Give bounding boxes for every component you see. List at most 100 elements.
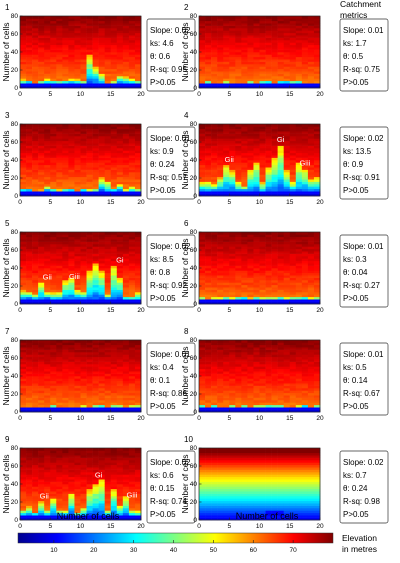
heatmap-cell	[80, 359, 87, 362]
heatmap-cell	[86, 61, 93, 65]
heatmap-cell	[211, 268, 218, 271]
heatmap-cell	[110, 80, 118, 84]
heatmap-cell	[313, 124, 321, 127]
heatmap-cell	[104, 28, 112, 31]
heatmap-cell	[62, 373, 69, 377]
heatmap-cell	[211, 248, 218, 252]
heatmap-cell	[199, 136, 206, 139]
heatmap-cell	[295, 83, 303, 86]
heatmap-cell	[241, 388, 248, 391]
heatmap-cell	[80, 282, 87, 286]
heatmap-cell	[80, 80, 87, 84]
heatmap-cell	[38, 287, 45, 290]
heatmap-cell	[211, 71, 218, 74]
heatmap-cell	[110, 388, 118, 391]
heatmap-cell	[223, 354, 230, 358]
heatmap-cell	[128, 294, 136, 298]
heatmap-cell	[128, 380, 136, 384]
heatmap-cell	[26, 244, 33, 247]
heatmap-cell	[259, 392, 266, 396]
heatmap-cell	[110, 392, 118, 396]
heatmap-cell	[247, 138, 254, 142]
heatmap-cell	[211, 52, 218, 55]
heatmap-cell	[241, 49, 248, 53]
heatmap-cell	[98, 344, 105, 348]
heatmap-cell	[56, 174, 63, 178]
heatmap-cell	[62, 296, 69, 300]
heatmap-cell	[44, 385, 51, 389]
heatmap-cell	[80, 368, 87, 372]
heatmap-cell	[295, 44, 303, 48]
heatmap-cell	[86, 352, 93, 355]
heatmap-cell	[116, 140, 124, 144]
heatmap-cell	[217, 25, 224, 29]
heatmap-cell	[80, 366, 87, 370]
heatmap-cell	[116, 352, 124, 355]
heatmap-cell	[199, 368, 206, 372]
heatmap-cell	[38, 23, 45, 26]
heatmap-cell	[74, 47, 81, 50]
heatmap-cell	[295, 140, 303, 144]
heatmap-cell	[271, 18, 278, 22]
heatmap-cell	[289, 280, 297, 283]
heatmap-cell	[247, 404, 254, 408]
heatmap-cell	[80, 83, 87, 86]
heatmap-cell	[44, 371, 51, 374]
heatmap-cell	[253, 25, 260, 29]
heatmap-cell	[134, 126, 142, 130]
heatmap-cell	[26, 349, 33, 353]
heatmap-cell	[211, 299, 218, 302]
heatmap-cell	[289, 80, 297, 84]
heatmap-cell	[62, 186, 69, 190]
heatmap-cell	[211, 37, 218, 41]
heatmap-cell	[98, 179, 105, 182]
heatmap-cell	[301, 260, 309, 264]
heatmap-cell	[38, 179, 45, 182]
heatmap-cell	[289, 344, 297, 348]
heatmap-cell	[68, 188, 75, 192]
heatmap-cell	[104, 361, 112, 365]
heatmap-cell	[223, 342, 230, 346]
heatmap-cell	[241, 64, 248, 67]
heatmap-cell	[235, 289, 242, 293]
heatmap-cell	[223, 78, 230, 82]
heatmap-cell	[295, 287, 303, 290]
heatmap-cell	[301, 140, 309, 144]
heatmap-cell	[80, 361, 87, 365]
heatmap-cell	[122, 68, 130, 72]
heatmap-cell	[134, 193, 142, 197]
heatmap-cell	[271, 25, 278, 29]
heatmap-cell	[38, 239, 45, 242]
heatmap-cell	[134, 174, 142, 178]
heatmap-cell	[259, 73, 266, 77]
heatmap-cell	[199, 397, 206, 401]
heatmap-cell	[301, 44, 309, 48]
heatmap-cell	[128, 131, 136, 134]
heatmap-cell	[199, 54, 206, 58]
heatmap-cell	[277, 148, 284, 151]
heatmap-cell	[44, 64, 51, 67]
heatmap-cell	[86, 37, 93, 41]
heatmap-cell	[229, 18, 236, 22]
heatmap-cell	[50, 131, 57, 134]
heatmap-cell	[211, 407, 218, 410]
heatmap-cell	[199, 378, 206, 382]
heatmap-cell	[241, 272, 248, 276]
heatmap-cell	[253, 268, 260, 271]
heatmap-cell	[247, 253, 254, 257]
heatmap-cell	[134, 66, 142, 70]
heatmap-cell	[277, 167, 284, 170]
heatmap-cell	[295, 40, 303, 43]
heatmap-cell	[241, 85, 248, 89]
heatmap-cell	[110, 287, 118, 290]
heatmap-cell	[295, 409, 303, 413]
heatmap-cell	[116, 148, 124, 151]
heatmap-cell	[110, 186, 118, 190]
heatmap-cell	[259, 78, 266, 82]
heatmap-cell	[68, 383, 75, 386]
heatmap-cell	[307, 76, 315, 79]
heatmap-cell	[62, 301, 69, 305]
heatmap-cell	[80, 54, 87, 58]
heatmap-cell	[116, 20, 124, 24]
heatmap-cell	[223, 258, 230, 262]
